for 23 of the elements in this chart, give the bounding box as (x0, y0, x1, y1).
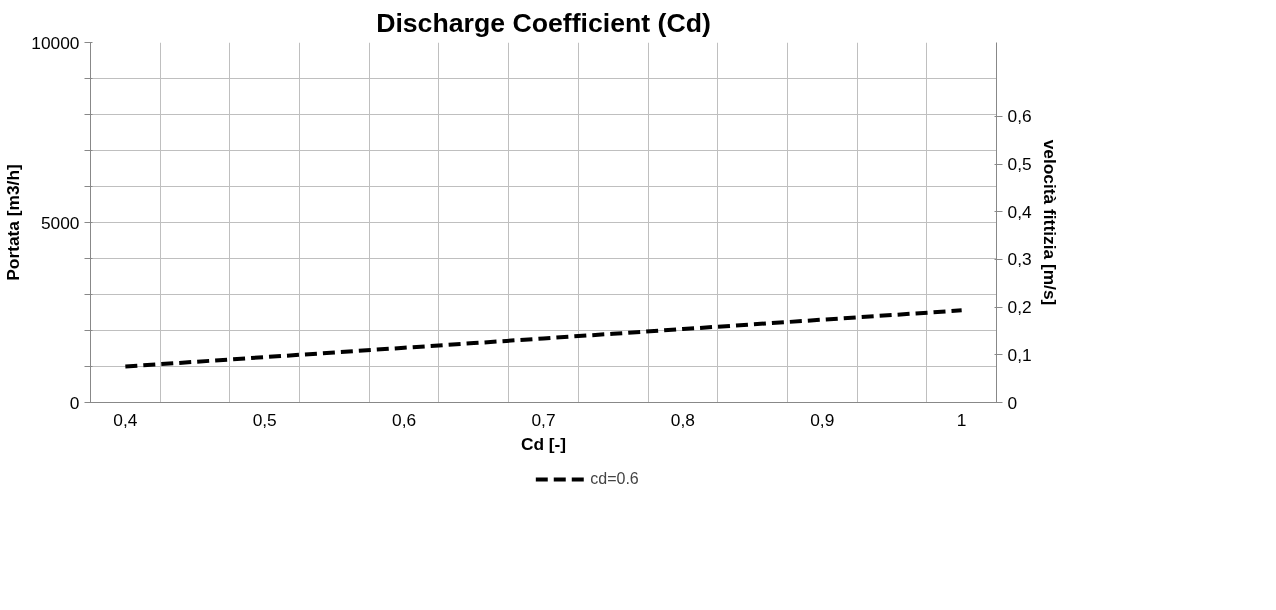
x-tick-label: 0,7 (531, 409, 556, 430)
y2-tick-label: 0,6 (1007, 106, 1032, 127)
x-axis-title: Cd [-] (520, 433, 567, 454)
y2-axis-title: velocità fittizia [m/s] (1039, 139, 1060, 306)
y2-tick-label: 0,4 (1007, 201, 1032, 222)
y-tick-label: 10000 (31, 32, 80, 53)
x-tick-label: 0,6 (392, 409, 417, 430)
y2-tick-label: 0,1 (1007, 344, 1032, 365)
x-tick-label: 1 (956, 409, 967, 430)
line-series (123, 308, 964, 369)
y2-tick-label: 0 (1007, 392, 1018, 413)
x-tick-label: 0,8 (670, 409, 695, 430)
y-axis-title: Portata [m3/h] (3, 164, 24, 281)
y2-tick-label: 0,5 (1007, 154, 1032, 175)
legend-label: cd=0.6 (590, 469, 639, 488)
x-tick-label: 0,9 (810, 409, 835, 430)
y2-tick-label: 0,3 (1007, 249, 1032, 270)
y2-tick-label: 0,2 (1007, 297, 1032, 318)
y-tick-label: 0 (69, 392, 80, 413)
x-tick-label: 0,4 (113, 409, 138, 430)
x-tick-label: 0,5 (252, 409, 277, 430)
y-tick-label: 5000 (40, 212, 80, 233)
chart-title: Discharge Coefficient (Cd) (376, 7, 711, 38)
